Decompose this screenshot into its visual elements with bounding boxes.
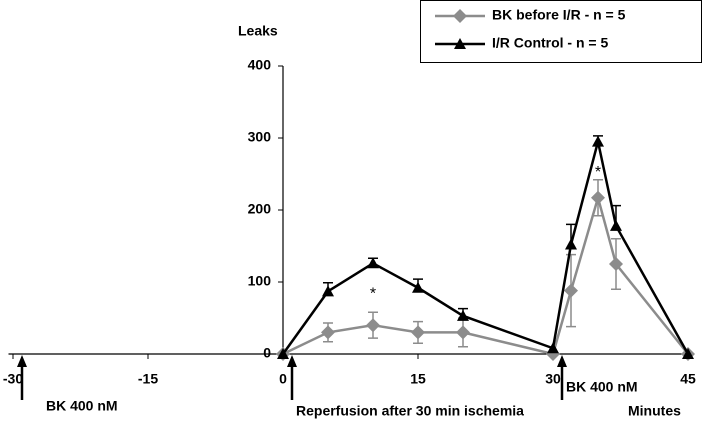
y-tick-label: 100 xyxy=(248,273,272,289)
arrow-label: Reperfusion after 30 min ischemia xyxy=(296,403,524,419)
arrow-head xyxy=(17,355,27,367)
annotation: * xyxy=(370,285,376,302)
series-line xyxy=(282,193,689,356)
point xyxy=(321,325,335,340)
arrow-head xyxy=(287,355,297,367)
y-tick-label: 0 xyxy=(263,345,271,361)
point xyxy=(456,325,470,340)
x-tick-label: 15 xyxy=(410,371,426,387)
legend-marker xyxy=(453,9,467,23)
point xyxy=(565,238,577,250)
arrow-label: BK 400 nM xyxy=(566,379,638,395)
arrow-label: BK 400 nM xyxy=(46,398,118,414)
point xyxy=(547,342,559,354)
annotation: * xyxy=(595,164,601,181)
point xyxy=(592,135,604,147)
y-tick-label: 400 xyxy=(248,57,272,73)
series-line xyxy=(281,141,690,355)
point xyxy=(457,309,469,321)
point xyxy=(411,325,425,340)
point xyxy=(277,348,289,359)
point xyxy=(609,257,623,271)
point xyxy=(610,219,622,231)
x-tick-label: 45 xyxy=(680,371,696,387)
legend-box xyxy=(420,0,702,63)
legend-marker xyxy=(454,38,466,49)
point xyxy=(412,281,424,293)
point xyxy=(591,190,605,205)
x-axis-label: Minutes xyxy=(628,403,681,419)
arrow-head xyxy=(557,355,567,367)
x-tick-label: -15 xyxy=(138,371,158,387)
legend-label: BK before I/R - n = 5 xyxy=(492,7,626,23)
point xyxy=(367,257,379,269)
point xyxy=(682,348,694,359)
point xyxy=(322,285,334,297)
x-tick-label: 0 xyxy=(279,371,287,387)
x-tick-label: 30 xyxy=(545,371,561,387)
y-axis-label: Leaks xyxy=(238,23,278,39)
point xyxy=(564,283,578,298)
y-tick-label: 300 xyxy=(248,129,272,145)
x-tick-label: -30 xyxy=(3,371,23,387)
legend-label: I/R Control - n = 5 xyxy=(492,35,608,51)
point xyxy=(366,318,380,333)
y-tick-label: 200 xyxy=(248,201,272,217)
